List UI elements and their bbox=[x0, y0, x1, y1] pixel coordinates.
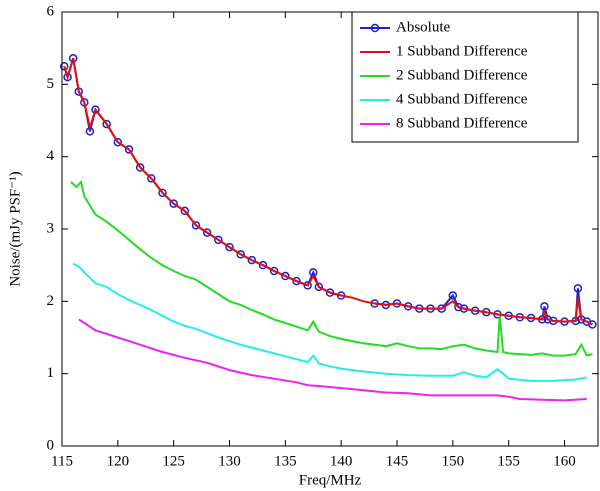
series-marker bbox=[303, 281, 312, 290]
legend-label: 4 Subband Difference bbox=[396, 91, 528, 107]
legend-marker bbox=[370, 23, 380, 33]
plot-frame bbox=[61, 11, 599, 447]
x-tick-label: 125 bbox=[162, 453, 185, 469]
series-marker bbox=[191, 221, 201, 230]
series-marker bbox=[135, 163, 145, 172]
series-marker bbox=[102, 119, 111, 129]
y-tick-label: 0 bbox=[47, 437, 55, 453]
series-marker bbox=[59, 62, 69, 71]
series-marker bbox=[292, 276, 301, 286]
series-marker bbox=[63, 72, 72, 82]
series-marker bbox=[225, 242, 234, 252]
x-tick-label: 130 bbox=[218, 453, 241, 469]
x-tick-label: 150 bbox=[442, 453, 465, 469]
legend-label: 2 Subband Difference bbox=[396, 67, 528, 83]
legend-label: 1 Subband Difference bbox=[396, 43, 528, 59]
x-tick-label: 120 bbox=[107, 453, 130, 469]
series-marker bbox=[180, 206, 190, 216]
series-line bbox=[70, 179, 593, 357]
series-marker bbox=[158, 188, 167, 198]
series-marker bbox=[124, 145, 134, 154]
series-marker bbox=[169, 199, 178, 208]
legend-label: Absolute bbox=[396, 19, 451, 35]
x-tick-label: 140 bbox=[330, 453, 353, 469]
x-axis-label: Freq/MHz bbox=[299, 472, 362, 488]
x-tick-label: 160 bbox=[553, 453, 576, 469]
series-marker bbox=[147, 174, 156, 183]
series-marker bbox=[202, 228, 212, 237]
legend: Absolute 1 Subband Difference 2 Subband Di… bbox=[351, 11, 579, 143]
series-marker bbox=[247, 255, 257, 265]
series-marker bbox=[258, 260, 268, 270]
y-tick-label: 5 bbox=[47, 76, 55, 92]
x-tick-label: 135 bbox=[274, 453, 297, 469]
y-axis-label: Noise/(mJy PSF⁻¹) bbox=[7, 171, 23, 286]
series-marker bbox=[214, 235, 223, 245]
x-tick-label: 115 bbox=[51, 453, 73, 469]
y-tick-label: 6 bbox=[47, 3, 55, 19]
series-marker bbox=[236, 250, 245, 259]
series-marker bbox=[113, 137, 123, 147]
series-marker bbox=[269, 266, 279, 276]
series-marker bbox=[588, 320, 597, 329]
legend-label: 8 Subband Difference bbox=[396, 115, 528, 131]
series-line bbox=[72, 262, 587, 382]
y-tick-label: 1 bbox=[47, 365, 55, 381]
series-marker bbox=[314, 282, 324, 292]
y-tick-label: 3 bbox=[47, 220, 55, 236]
series-marker bbox=[91, 105, 100, 114]
series-marker bbox=[573, 284, 583, 293]
series-marker bbox=[448, 291, 458, 300]
x-tick-label: 155 bbox=[497, 453, 520, 469]
series-line bbox=[63, 58, 593, 326]
y-tick-label: 2 bbox=[47, 293, 55, 309]
y-tick-label: 4 bbox=[47, 148, 55, 164]
x-tick-label: 145 bbox=[386, 453, 409, 469]
series-line bbox=[78, 318, 587, 402]
series-marker bbox=[281, 271, 290, 281]
